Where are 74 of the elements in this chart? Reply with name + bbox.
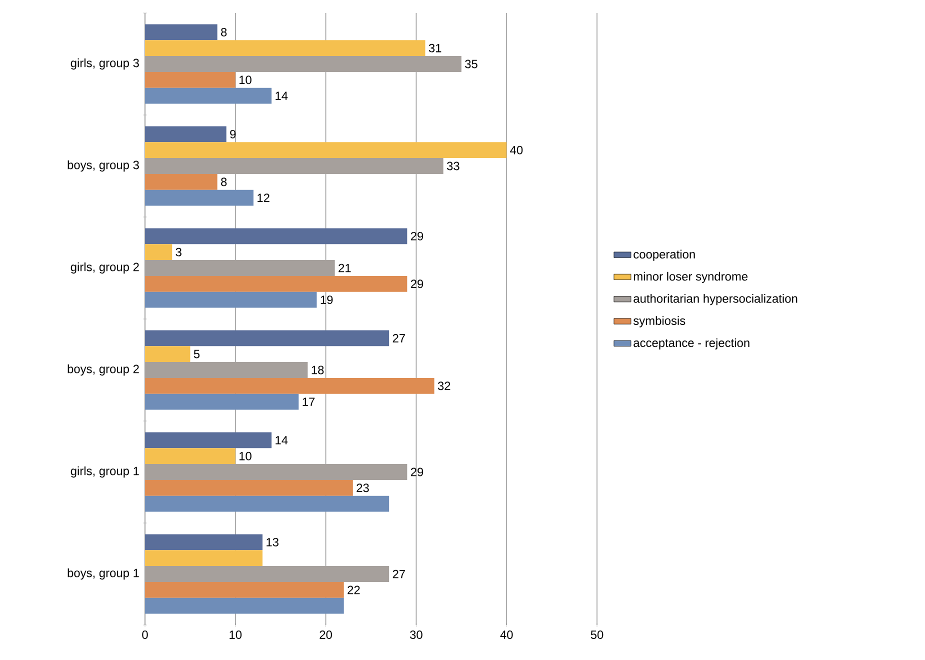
y-tick-label: girls, group 3	[70, 58, 139, 70]
bar	[145, 534, 263, 550]
data-label: 18	[312, 366, 324, 374]
bar	[145, 56, 462, 72]
data-label: 40	[510, 146, 523, 154]
data-label: 8	[221, 178, 227, 186]
bar	[145, 174, 218, 190]
data-label: 29	[410, 280, 424, 288]
bar	[145, 190, 254, 206]
y-tick-label: boys, group 2	[68, 364, 139, 376]
x-tick-label: 0	[142, 630, 148, 639]
data-label: 14	[276, 92, 288, 100]
data-label: 31	[428, 44, 442, 52]
legend-label: cooperation	[634, 250, 695, 261]
data-label: 3	[176, 248, 182, 256]
legend-label: acceptance - rejection	[634, 338, 750, 350]
bar	[145, 40, 426, 56]
data-label: 9	[230, 130, 236, 138]
bar	[145, 362, 308, 378]
y-tick-label: boys, group 1	[68, 568, 139, 580]
bar	[145, 448, 236, 464]
bar	[145, 260, 335, 276]
data-label: 21	[338, 264, 351, 272]
data-label: 27	[392, 334, 405, 342]
data-label: 12	[258, 194, 270, 202]
data-label: 23	[356, 484, 369, 492]
x-tick-label: 30	[410, 630, 422, 639]
data-label: 27	[392, 570, 405, 578]
bar	[145, 72, 236, 88]
data-label: 22	[348, 586, 360, 594]
data-label: 19	[320, 296, 333, 304]
bar	[145, 126, 226, 142]
bar	[145, 432, 272, 448]
legend-label: symbiosis	[633, 316, 686, 328]
bar	[145, 582, 344, 598]
data-label: 35	[465, 60, 478, 68]
bar	[145, 394, 299, 410]
bar	[145, 244, 172, 260]
y-tick-label: boys, group 3	[68, 160, 139, 172]
bar	[145, 276, 408, 292]
data-label: 29	[410, 468, 424, 476]
x-tick-label: 50	[590, 630, 604, 639]
y-tick-label: girls, group 2	[70, 262, 139, 274]
bar	[145, 142, 507, 158]
bar	[145, 480, 353, 496]
data-label: 14	[276, 436, 288, 444]
bar	[145, 228, 408, 244]
data-label: 33	[446, 162, 460, 170]
legend-label: authoritarian hypersocialization	[634, 294, 798, 306]
legend-label: minor loser syndrome	[634, 272, 748, 284]
data-label: 5	[194, 350, 200, 358]
bar	[145, 566, 390, 582]
bar	[145, 550, 263, 566]
bar	[145, 330, 390, 346]
data-label: 29	[410, 232, 424, 240]
bar	[145, 24, 218, 40]
bar	[145, 158, 444, 174]
x-tick-label: 20	[320, 630, 332, 639]
bar	[145, 88, 272, 104]
bar	[145, 346, 190, 362]
bar	[145, 496, 390, 512]
bar	[145, 378, 434, 394]
data-label: 10	[240, 76, 252, 84]
y-tick-label: girls, group 1	[70, 466, 139, 478]
bar	[145, 464, 408, 480]
bar	[145, 598, 344, 614]
data-label: 8	[221, 28, 227, 36]
data-label: 10	[240, 452, 252, 460]
x-tick-label: 10	[230, 630, 242, 639]
x-tick-label: 40	[500, 630, 513, 639]
data-label: 13	[266, 538, 278, 546]
data-label: 17	[302, 398, 315, 406]
bar	[145, 292, 317, 308]
data-label: 32	[438, 382, 450, 390]
